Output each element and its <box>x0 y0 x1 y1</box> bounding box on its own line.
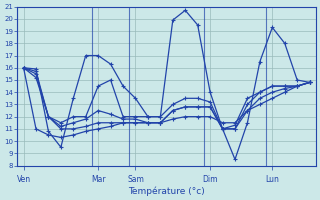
X-axis label: Température (°c): Température (°c) <box>128 186 205 196</box>
